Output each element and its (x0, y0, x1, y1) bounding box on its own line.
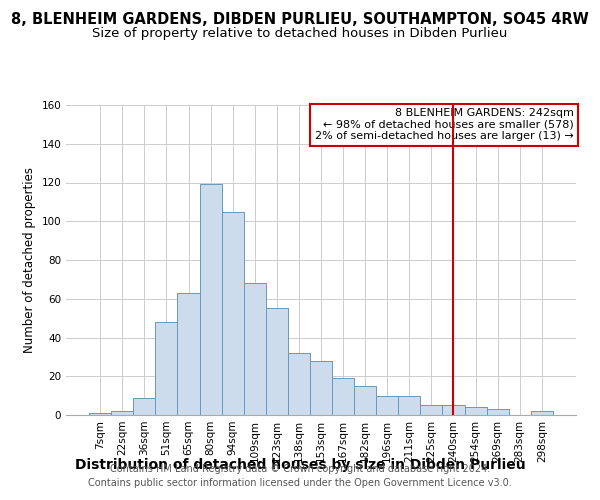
Bar (354, 386, 376, 415)
Bar (332, 378, 354, 415)
Bar (421, 406, 442, 415)
Bar (531, 411, 553, 415)
Y-axis label: Number of detached properties: Number of detached properties (23, 167, 36, 353)
Bar (310, 361, 332, 415)
Bar (464, 407, 487, 415)
Text: 8 BLENHEIM GARDENS: 242sqm
← 98% of detached houses are smaller (578)
2% of semi: 8 BLENHEIM GARDENS: 242sqm ← 98% of deta… (315, 108, 574, 142)
Bar (376, 396, 398, 415)
Bar (133, 398, 155, 415)
Text: Size of property relative to detached houses in Dibden Purlieu: Size of property relative to detached ho… (92, 28, 508, 40)
Bar (111, 411, 133, 415)
Bar (487, 409, 509, 415)
Bar (200, 184, 221, 415)
Bar (178, 293, 200, 415)
Bar (288, 353, 310, 415)
Bar (266, 308, 288, 415)
Text: Contains HM Land Registry data © Crown copyright and database right 2024.
Contai: Contains HM Land Registry data © Crown c… (88, 464, 512, 487)
Bar (155, 322, 178, 415)
Text: Distribution of detached houses by size in Dibden Purlieu: Distribution of detached houses by size … (74, 458, 526, 472)
Bar (244, 283, 266, 415)
Bar (442, 406, 464, 415)
Bar (398, 396, 421, 415)
Text: 8, BLENHEIM GARDENS, DIBDEN PURLIEU, SOUTHAMPTON, SO45 4RW: 8, BLENHEIM GARDENS, DIBDEN PURLIEU, SOU… (11, 12, 589, 28)
Bar (221, 212, 244, 415)
Bar (89, 413, 111, 415)
